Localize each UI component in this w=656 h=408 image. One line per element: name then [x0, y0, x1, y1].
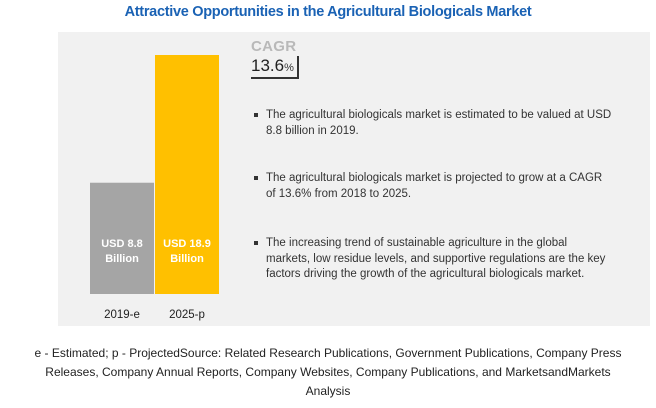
- bars-group: USD 8.8 Billion 2019-e USD 18.9 Billion 2025-…: [90, 55, 219, 321]
- key-point: The increasing trend of sustainable agri…: [254, 236, 614, 283]
- bar-2019-e: [90, 182, 154, 294]
- key-point-text: The agricultural biologicals market is e…: [266, 109, 612, 137]
- source-note-line: Releases, Company Annual Reports, Compan…: [45, 365, 611, 379]
- cagr-value-box: 13.6%: [251, 56, 299, 79]
- key-point-text: The increasing trend of sustainable agri…: [266, 237, 606, 280]
- bar-data-label: Billion: [105, 253, 139, 265]
- cagr-label: CAGR: [251, 38, 297, 55]
- bar-data-label: USD 8.8: [101, 238, 143, 250]
- x-tick-label: 2019-e: [104, 309, 140, 321]
- source-note: e - Estimated; p - ProjectedSource: Rela…: [0, 344, 656, 401]
- bar-data-label: USD 18.9: [163, 238, 211, 250]
- bullet-icon: [254, 176, 258, 180]
- key-point: The agricultural biologicals market is e…: [254, 108, 614, 139]
- key-point: The agricultural biologicals market is p…: [254, 171, 614, 202]
- chart-title: Attractive Opportunities in the Agricult…: [124, 4, 532, 20]
- bullet-icon: [254, 113, 258, 117]
- x-tick-label: 2025-p: [169, 309, 205, 321]
- source-note-line: e - Estimated; p - ProjectedSource: Rela…: [34, 346, 622, 360]
- bar-2025-p: [155, 55, 219, 294]
- source-note-line: Analysis: [305, 384, 351, 398]
- bar-data-label: Billion: [170, 253, 204, 265]
- bullet-icon: [254, 241, 258, 245]
- cagr-value: 13.6: [251, 56, 285, 75]
- key-point-text: The agricultural biologicals market is p…: [266, 172, 603, 200]
- cagr-unit: %: [284, 62, 294, 74]
